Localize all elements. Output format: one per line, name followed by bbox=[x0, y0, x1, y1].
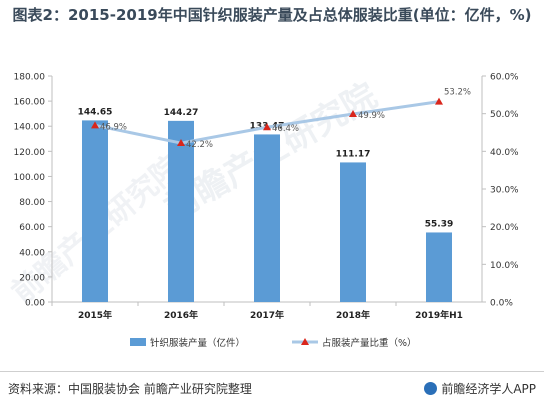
legend-bar-label: 针织服装产量（亿件） bbox=[150, 337, 245, 349]
x-tick-label: 2016年 bbox=[164, 309, 198, 321]
y-left-tick-label: 60.00 bbox=[19, 223, 45, 233]
line-point-marker bbox=[263, 123, 271, 131]
x-tick-label: 2019年H1 bbox=[415, 309, 463, 321]
bar-value-label: 55.39 bbox=[425, 219, 453, 229]
brand-logo-icon bbox=[424, 382, 438, 395]
y-left-tick-label: 180.00 bbox=[14, 73, 46, 83]
line-value-label: 46.4% bbox=[272, 124, 299, 134]
y-left-tick-label: 40.00 bbox=[19, 248, 45, 258]
y-right-tick-label: 50.0% bbox=[490, 110, 519, 120]
line-value-label: 46.9% bbox=[100, 122, 127, 132]
y-right-tick-label: 10.0% bbox=[490, 261, 519, 271]
bar bbox=[254, 134, 280, 302]
y-left-tick-label: 160.00 bbox=[14, 98, 46, 108]
y-left-tick-label: 100.00 bbox=[14, 173, 46, 183]
bar-value-label: 144.27 bbox=[164, 108, 199, 118]
bar-value-label: 144.65 bbox=[78, 107, 113, 117]
x-tick-label: 2018年 bbox=[336, 309, 370, 321]
y-right-tick-label: 40.0% bbox=[490, 148, 519, 158]
line-point-marker bbox=[177, 139, 185, 147]
y-left-tick-label: 140.00 bbox=[14, 123, 46, 133]
brand-text: 前瞻经济学人APP bbox=[441, 382, 536, 396]
legend-line-label: 占服装产量比重（%） bbox=[322, 337, 417, 349]
chart-title: 图表2：2015-2019年中国针织服装产量及占总体服装比重(单位：亿件，%) bbox=[12, 6, 532, 24]
y-right-tick-label: 20.0% bbox=[490, 223, 519, 233]
chart: 0.00 20.00 40.00 60.00 80.00 100.00 120.00 140.… bbox=[14, 73, 520, 350]
line-point-marker bbox=[349, 110, 357, 118]
line-value-label: 49.9% bbox=[358, 111, 385, 121]
line-point-marker bbox=[91, 121, 99, 129]
legend-line-marker bbox=[301, 338, 309, 345]
y-left-tick-label: 80.00 bbox=[19, 198, 45, 208]
bar bbox=[82, 120, 108, 303]
bar bbox=[168, 120, 194, 303]
bar-value-label: 111.17 bbox=[336, 149, 371, 159]
x-tick-label: 2015年 bbox=[78, 309, 112, 321]
y-right-tick-label: 0.0% bbox=[490, 299, 513, 309]
brand: 前瞻经济学人APP bbox=[424, 380, 536, 397]
line-value-label: 42.2% bbox=[186, 140, 213, 150]
y-left-tick-label: 20.00 bbox=[19, 273, 45, 283]
line-value-label: 53.2% bbox=[444, 88, 471, 98]
line-point-marker bbox=[435, 97, 443, 105]
footer: 资料来源：中国服装协会 前瞻产业研究院整理 前瞻经济学人APP bbox=[0, 371, 544, 408]
bar bbox=[426, 232, 452, 302]
legend-bar-swatch bbox=[130, 338, 146, 346]
source-text: 资料来源：中国服装协会 前瞻产业研究院整理 bbox=[8, 382, 252, 396]
y-left-tick-label: 120.00 bbox=[14, 148, 46, 158]
y-right-tick-label: 60.0% bbox=[490, 73, 519, 83]
y-left-tick-label: 0.00 bbox=[25, 299, 45, 309]
y-right-tick-label: 30.0% bbox=[490, 186, 519, 196]
x-tick-label: 2017年 bbox=[250, 309, 284, 321]
bar bbox=[340, 162, 366, 302]
